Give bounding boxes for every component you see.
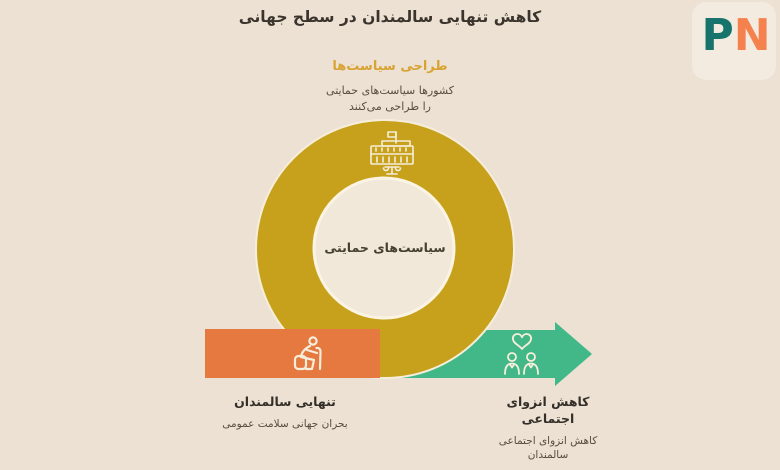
government-building-icon [370,131,414,175]
people-with-heart-icon [504,333,539,375]
left-segment-title: تنهایی سالمندان [234,394,336,409]
step-description: کشورها سیاست‌های حمایتی را طراحی می‌کنند [0,83,780,115]
policy-donut-center [312,176,456,320]
right-segment-labels: کاهش انزوای اجتماعی کاهش انزوای اجتماعی … [468,393,628,462]
step-description-line2: را طراحی می‌کنند [349,100,431,113]
step-heading: طراحی سیاست‌ها [332,59,448,74]
step-description-line1: کشورها سیاست‌های حمایتی [326,84,454,97]
left-segment-subtitle: بحران جهانی سلامت عمومی [222,418,348,430]
logo-backdrop [692,2,776,80]
right-segment-subtitle: کاهش انزوای اجتماعی سالمندان [498,435,598,461]
logo-letter-n: N [733,10,771,61]
elderly-person-icon [293,336,322,371]
logo-letter-p: P [701,10,734,61]
brand-logo: PN [696,10,776,63]
page-title: کاهش تنهایی سالمندان در سطح جهانی [238,8,542,26]
orange-segment [205,329,380,378]
donut-label: سیاست‌های حمایتی [324,240,446,255]
right-segment-title: کاهش انزوای اجتماعی [506,394,590,426]
left-segment-labels: تنهایی سالمندان بحران جهانی سلامت عمومی [205,393,365,431]
